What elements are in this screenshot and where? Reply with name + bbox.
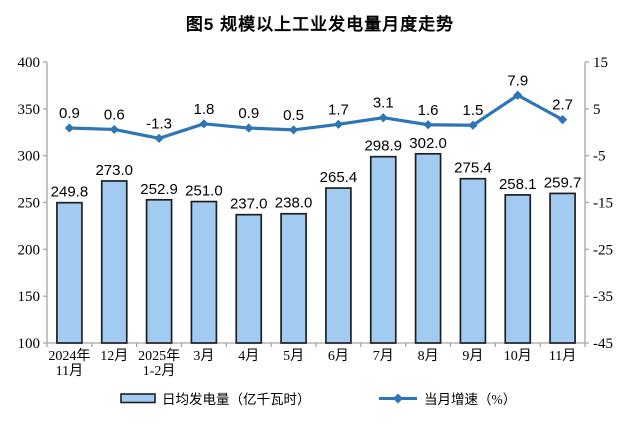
line-value-label: 1.7 [328, 101, 349, 118]
bar-value-label: 302.0 [409, 135, 447, 152]
line-value-label: 3.1 [373, 95, 394, 112]
growth-line [67, 93, 565, 140]
bar-value-label: 238.0 [275, 195, 313, 212]
right-axis-tick-label: 5 [593, 102, 601, 118]
x-axis-category-label: 4月 [238, 348, 259, 364]
left-axis-tick-label: 250 [18, 196, 41, 212]
line-value-label: 0.9 [238, 105, 259, 122]
bar [325, 187, 352, 344]
line-value-label: 2.7 [552, 97, 573, 114]
line-value-label: 0.9 [59, 105, 80, 122]
bar [190, 200, 218, 344]
bar [235, 213, 263, 344]
legend-item-bar: 日均发电量（亿千瓦时） [120, 388, 311, 408]
line-marker [557, 115, 568, 125]
line-value-label: 0.5 [283, 107, 304, 124]
bar [369, 155, 397, 344]
right-axis-tick-label: -15 [593, 196, 613, 212]
chart-title: 图5 规模以上工业发电量月度走势 [185, 15, 455, 34]
x-axis-category-label: 9月 [462, 348, 483, 364]
left-axis-tick-label: 200 [18, 242, 41, 258]
bar [100, 180, 128, 344]
line-marker [154, 133, 164, 143]
line-marker [378, 113, 388, 123]
bar [145, 198, 173, 344]
bar [414, 152, 442, 344]
line-marker [333, 119, 344, 129]
bar [459, 177, 487, 344]
line-value-label: 7.9 [507, 72, 528, 89]
x-axis-category-label: 8月 [418, 348, 439, 364]
right-axis-tick-label: -5 [593, 149, 606, 165]
line-marker [109, 124, 119, 135]
x-axis-category-label: 10月 [504, 348, 532, 364]
bar-value-label: 237.0 [230, 196, 268, 213]
bar-value-label: 251.0 [185, 183, 223, 200]
bar [56, 201, 83, 344]
line-marker [468, 120, 478, 130]
left-axis-tick-label: 300 [18, 149, 41, 165]
bar [504, 194, 532, 344]
bar-value-label: 259.7 [544, 174, 582, 191]
line-swatch-marker [393, 393, 403, 403]
x-axis-category-label: 5月 [283, 348, 304, 364]
line-swatch-icon [379, 393, 417, 403]
line-marker [513, 90, 523, 100]
line-value-label: 1.6 [418, 102, 439, 119]
left-axis-tick-label: 150 [18, 289, 41, 305]
bar-swatch-icon [120, 392, 156, 403]
legend-item-line: 当月增速（%） [378, 388, 516, 408]
legend-bar-label: 日均发电量（亿千瓦时） [162, 392, 311, 407]
right-axis-tick-label: -45 [593, 336, 613, 352]
x-axis-category-label: 6月 [328, 348, 349, 364]
line-value-label: 0.6 [104, 106, 125, 123]
right-axis-tick-label: -25 [593, 242, 613, 258]
legend-line-label: 当月增速（%） [424, 392, 517, 407]
bar-value-label: 273.0 [95, 162, 133, 179]
x-axis-category-label: 2025年 1-2月 [138, 348, 180, 379]
x-axis-category-label: 7月 [373, 348, 394, 364]
bar [280, 212, 307, 344]
bar-value-label: 249.8 [51, 184, 89, 201]
line-marker [288, 125, 299, 135]
line-value-label: -1.3 [146, 115, 172, 132]
right-axis-tick-label: -35 [593, 289, 613, 305]
bar-value-label: 265.4 [320, 169, 358, 186]
line-value-label: 1.8 [193, 101, 214, 118]
bar [549, 192, 576, 344]
bar-value-label: 298.9 [364, 138, 402, 155]
bar-value-label: 275.4 [454, 160, 492, 177]
left-axis-tick-label: 100 [18, 336, 41, 352]
x-axis-category-label: 12月 [100, 348, 128, 364]
line-marker [199, 119, 209, 129]
x-axis-category-label: 3月 [193, 348, 214, 364]
x-axis-category-label: 2024年 11月 [48, 348, 90, 379]
bar-value-label: 252.9 [140, 181, 178, 198]
right-axis-tick-label: 15 [593, 55, 608, 71]
left-axis-tick-label: 400 [18, 55, 41, 71]
x-axis-category-label: 11月 [549, 348, 576, 364]
line-value-label: 1.5 [462, 102, 483, 119]
left-axis-tick-label: 350 [18, 102, 41, 118]
line-marker [423, 120, 433, 130]
line-marker [244, 123, 254, 133]
bar-swatch-rect [120, 392, 156, 403]
line-marker [64, 123, 75, 133]
bar-value-label: 258.1 [499, 176, 537, 193]
